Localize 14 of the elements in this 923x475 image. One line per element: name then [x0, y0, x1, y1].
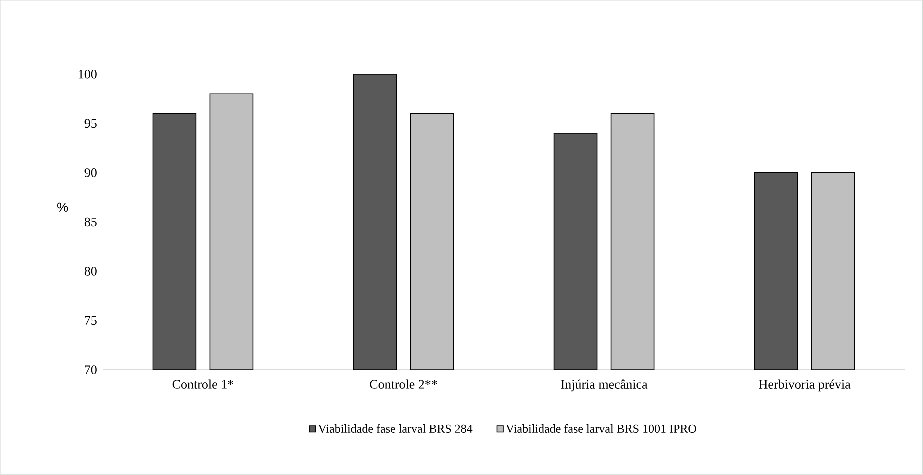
x-tick-label: Injúria mecânica [561, 380, 648, 392]
y-tick-label: 70 [85, 366, 97, 374]
x-tick-label: Herbivoria prévia [759, 380, 851, 392]
y-tick-label: 90 [84, 168, 97, 178]
legend-label: Viabilidade fase larval BRS 284 [318, 424, 473, 434]
y-axis-title: % [58, 202, 68, 212]
y-tick-label: 80 [84, 267, 97, 276]
x-tick-label: Controle 1* [172, 380, 234, 389]
y-tick-label: 95 [84, 119, 97, 128]
y-tick-label: 75 [85, 316, 97, 326]
legend-label: Viabilidade fase larval BRS 1001 IPRO [506, 424, 696, 434]
x-tick-label: Controle 2** [370, 380, 438, 389]
y-tick-label: 85 [84, 218, 97, 227]
y-tick-label: 100 [79, 70, 97, 79]
